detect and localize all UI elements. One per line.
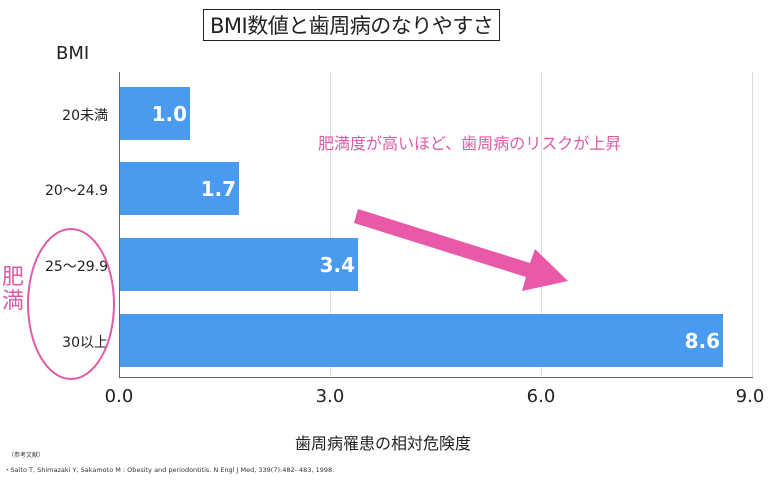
gridline-3 (330, 72, 331, 378)
x-tick-label: 0.0 (104, 386, 134, 407)
obesity-label: 肥満 (2, 265, 25, 314)
x-tick-label: 9.0 (735, 386, 765, 407)
y-axis-line (119, 72, 120, 378)
bar-20-24-9: 1.7 (120, 162, 239, 215)
x-axis-title: 歯周病罹患の相対危険度 (295, 434, 472, 453)
plot-area: 1.0 1.7 3.4 8.6 (119, 72, 753, 378)
x-tick-label: 6.0 (526, 386, 556, 407)
category-label: 20未満 (62, 108, 108, 124)
x-axis-line (119, 377, 753, 378)
reference-citation: ・Saito T, Shimazaki Y, Sakamoto M : Obes… (4, 466, 335, 474)
bar-25-29-9: 3.4 (120, 238, 358, 291)
bar-value-label: 8.6 (684, 328, 720, 353)
bar-value-label: 1.0 (151, 101, 187, 126)
x-tick-label: 3.0 (315, 386, 345, 407)
category-label: 20〜24.9 (45, 183, 108, 199)
bar-value-label: 3.4 (319, 252, 355, 277)
y-axis-unit-label: BMI (56, 43, 90, 64)
gridline-9 (752, 72, 753, 378)
bar-20-under: 1.0 (120, 87, 190, 140)
reference-heading: （参考文献） (8, 452, 45, 459)
gridline-6 (541, 72, 542, 378)
trend-arrow-icon (354, 209, 568, 291)
bar-value-label: 1.7 (200, 176, 236, 201)
obesity-highlight-ellipse (27, 228, 115, 380)
bar-30-over: 8.6 (120, 314, 723, 367)
risk-annotation: 肥満度が高いほど、歯周病のリスクが上昇 (318, 134, 622, 153)
chart-title: BMI数値と歯周病のなりやすさ (203, 9, 501, 41)
